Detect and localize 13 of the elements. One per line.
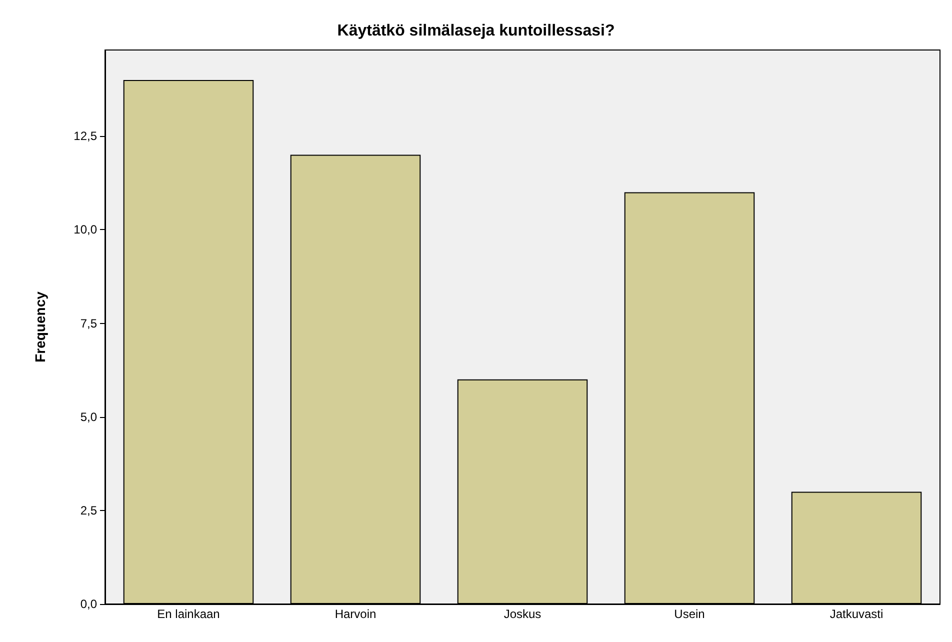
x-tick-label: En lainkaan bbox=[157, 607, 220, 621]
y-tick-label: 2,5 bbox=[80, 503, 98, 518]
y-axis-title: Frequency bbox=[32, 291, 48, 362]
y-tick-label: 12,5 bbox=[74, 129, 98, 144]
chart-title: Käytätkö silmälaseja kuntoillessasi? bbox=[337, 22, 615, 40]
y-tick-label: 5,0 bbox=[80, 410, 98, 424]
x-tick-label: Usein bbox=[674, 607, 705, 621]
x-tick-label: Jatkuvasti bbox=[830, 607, 884, 621]
x-tick-label: Harvoin bbox=[334, 607, 376, 621]
y-tick-label: 10,0 bbox=[74, 222, 98, 237]
y-tick-label: 7,5 bbox=[80, 316, 98, 330]
x-tick-label: Joskus bbox=[504, 607, 542, 621]
y-tick-label: 0,0 bbox=[80, 597, 98, 611]
